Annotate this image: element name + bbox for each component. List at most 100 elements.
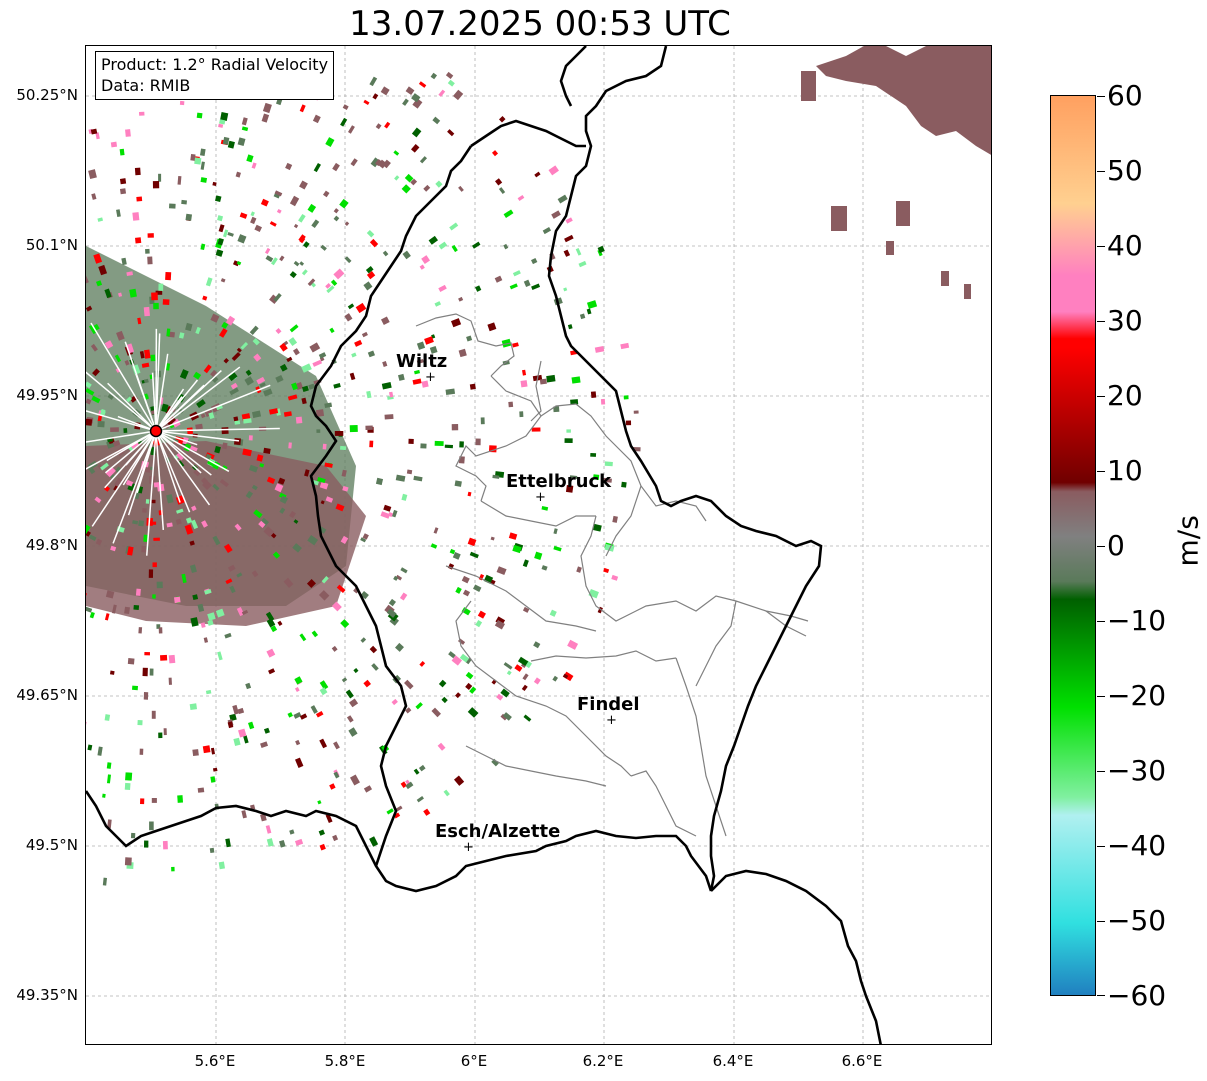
echo-pixel	[158, 173, 162, 182]
echo-pixel	[105, 590, 115, 599]
echo-pixel	[475, 438, 481, 446]
echo-pixel	[212, 181, 217, 187]
echo-pixel	[318, 590, 330, 601]
echo-pixel	[319, 843, 326, 851]
echo-pixel	[175, 518, 182, 525]
echo-pixel	[395, 474, 406, 482]
echo-pixel	[86, 720, 87, 728]
echo-pixel	[277, 477, 286, 485]
echo-pixel	[145, 248, 150, 254]
echo-pixel	[245, 369, 252, 376]
echo-pixel	[565, 484, 574, 493]
echo-pixel	[467, 707, 479, 718]
echo-pixel	[430, 543, 438, 549]
echo-pixel	[423, 184, 431, 192]
echo-pixel	[375, 477, 384, 486]
echo-pixel	[256, 376, 266, 385]
echo-pixel	[244, 376, 254, 386]
echo-pixel	[225, 315, 236, 326]
echo-pixel	[190, 153, 196, 161]
echo-pixel	[265, 611, 275, 622]
echo-pixel	[179, 369, 189, 380]
echo-pixel	[144, 466, 151, 473]
echo-pixel	[88, 534, 97, 541]
echo-pixel	[227, 721, 234, 729]
echo-pixel	[501, 338, 512, 348]
echo-pixel	[566, 429, 571, 433]
echo-pixel	[92, 368, 100, 377]
echo-pixel	[210, 776, 216, 783]
echo-gap-streak	[160, 427, 280, 432]
echo-pixel	[153, 302, 159, 310]
echo-pixel	[563, 287, 568, 292]
echo-gap-streak	[104, 434, 154, 489]
echo-pixel	[299, 180, 308, 190]
echo-pixel	[228, 372, 238, 382]
echo-pixel	[365, 266, 374, 274]
colorbar-unit-label: m/s	[1171, 515, 1205, 567]
echo-pixel	[313, 163, 321, 173]
echo-pixel	[200, 622, 206, 628]
echo-pixel	[193, 468, 202, 477]
echo-pixel	[110, 427, 119, 432]
echo-pixel	[467, 491, 472, 497]
map-panel[interactable]	[85, 45, 992, 1045]
echo-pixel	[266, 648, 276, 658]
echo-pixel	[597, 606, 603, 614]
echo-gap-streak	[159, 366, 241, 429]
echo-pixel	[158, 627, 163, 634]
echo-pixel	[224, 632, 232, 639]
echo-pixel	[325, 137, 335, 147]
echo-pixel	[312, 114, 321, 124]
echo-pixel	[369, 836, 379, 847]
echo-pixel	[205, 277, 213, 287]
echo-pixel	[564, 234, 574, 243]
echo-pixel	[339, 198, 349, 209]
echo-pixel	[350, 158, 358, 167]
echo-pixel	[475, 620, 483, 628]
echo-pixel	[575, 247, 582, 256]
echo-pixel	[139, 111, 145, 116]
echo-pixel	[367, 350, 376, 358]
echo-gap-streak	[160, 432, 230, 472]
echo-pixel	[252, 338, 260, 346]
echo-pixel	[498, 187, 506, 195]
echo-pixel	[165, 272, 172, 281]
echo-pixel	[185, 213, 193, 221]
echo-pixel	[127, 546, 134, 556]
echo-pixel	[245, 490, 253, 499]
echo-pixel	[542, 227, 552, 235]
echo-pixel	[151, 292, 158, 301]
echo-pixel	[127, 658, 135, 665]
echo-pixel	[218, 123, 224, 128]
echo-pixel	[86, 418, 93, 426]
echo-gap-streak	[159, 433, 212, 476]
echo-pixel	[473, 584, 482, 592]
echo-pixel	[91, 323, 100, 332]
echo-pixel	[546, 374, 556, 383]
echo-pixel	[438, 241, 448, 250]
echo-pixel	[151, 798, 157, 803]
echo-pixel	[259, 382, 266, 388]
echo-pixel	[143, 840, 149, 848]
echo-pixel	[242, 448, 252, 457]
echo-pixel	[587, 300, 598, 309]
echo-pixel	[292, 543, 302, 553]
echo-pixel	[193, 371, 202, 380]
echo-pixel	[449, 222, 459, 231]
echo-pixel	[329, 327, 335, 334]
echo-pixel	[102, 877, 107, 886]
echo-pixel	[196, 112, 203, 119]
echo-pixel	[168, 654, 176, 664]
echo-pixel	[227, 140, 235, 149]
colorbar	[1050, 95, 1096, 996]
echo-pixel	[375, 123, 382, 130]
echo-pixel	[405, 86, 415, 96]
echo-pixel	[321, 576, 329, 584]
echo-pixel	[380, 86, 390, 96]
echo-pixel	[564, 438, 573, 444]
echo-pixel	[517, 656, 529, 667]
echo-pixel	[277, 620, 283, 626]
echo-pixel	[303, 241, 310, 249]
echo-pixel	[227, 564, 236, 572]
